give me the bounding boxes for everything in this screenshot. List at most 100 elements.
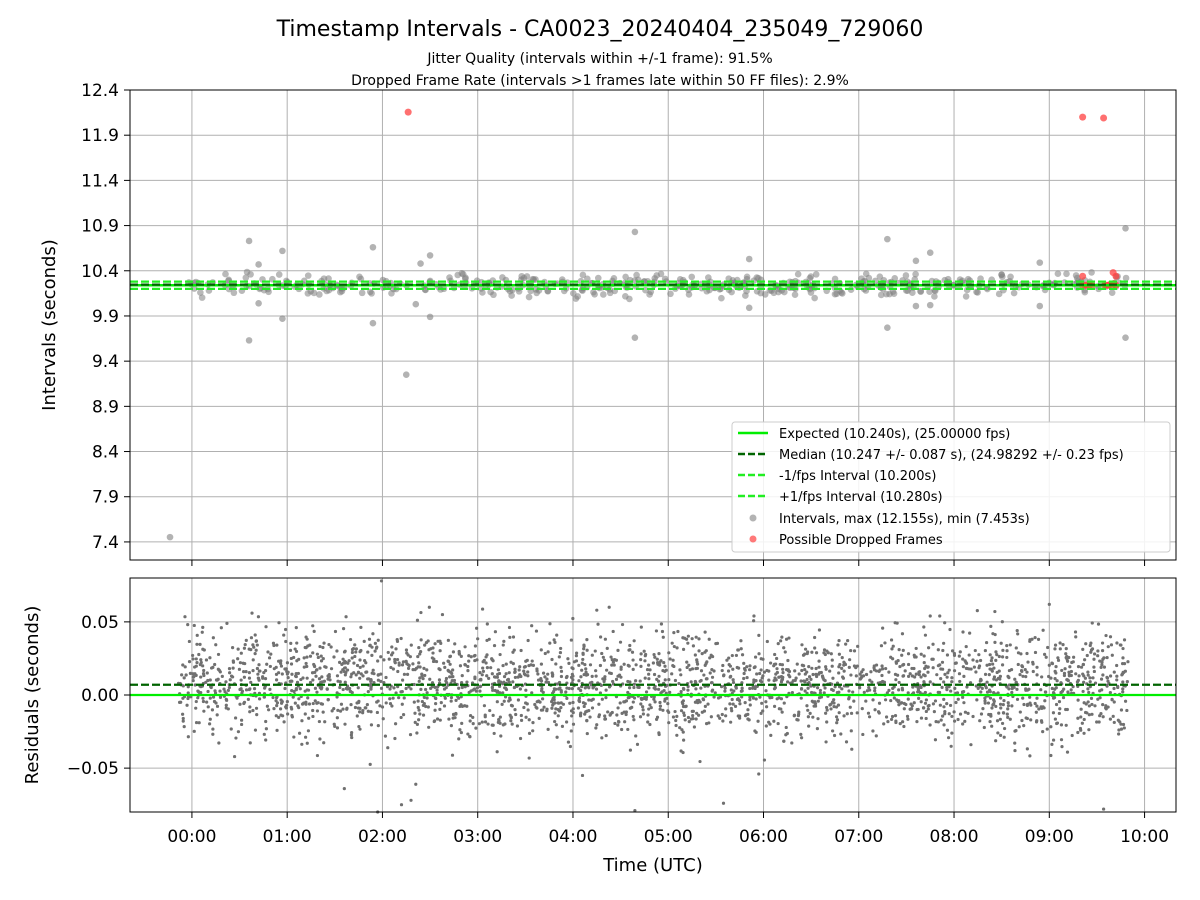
residual-point [898,722,902,726]
residual-point [907,674,911,678]
residual-point [1057,700,1062,704]
residual-point [694,717,698,721]
residual-point [940,714,945,718]
residual-point [667,677,671,682]
residual-point [799,696,803,700]
residual-point [214,701,218,705]
residual-point [531,721,535,725]
residual-point [780,635,784,639]
residual-point [769,733,773,738]
residual-point [435,717,440,721]
residual-point [604,696,608,700]
residual-point [803,689,807,693]
residual-point [504,686,508,690]
residual-point [239,678,243,682]
residual-point [686,715,691,720]
residual-point [498,721,502,725]
residual-point [564,690,568,694]
residual-point [897,648,901,652]
residual-point [315,690,319,694]
residual-point [342,669,347,674]
interval-point [631,228,639,236]
residual-point [550,674,555,678]
residual-point [467,654,471,658]
residual-point [767,678,771,682]
residual-point [1058,647,1062,651]
residual-point [686,641,690,645]
residual-point [450,753,455,757]
residual-point [313,664,317,669]
residual-point [757,633,761,637]
residual-point [491,723,495,727]
residual-point [332,707,336,711]
residual-point [852,699,856,703]
residual-point [556,714,560,718]
residual-point [1064,723,1068,727]
residual-point [748,686,752,691]
residual-point [275,728,279,732]
residual-point [186,623,190,627]
residual-point [320,675,324,679]
residual-point [566,740,571,744]
residual-point [557,655,561,659]
residual-point [1055,679,1059,683]
residual-point [181,719,185,723]
residual-point [1076,730,1080,735]
residual-point [179,700,183,704]
residual-point [1034,710,1038,714]
residual-point [218,689,222,693]
residual-point [972,665,976,669]
residual-point [794,676,798,680]
residual-point [1115,678,1119,682]
residual-point [778,675,783,679]
residual-point [825,649,829,653]
residual-point [652,672,657,677]
residual-point [852,649,857,653]
residual-point [616,719,621,724]
residual-point [740,686,744,690]
residual-point [389,665,393,670]
residual-point [641,712,645,716]
residual-point [343,722,347,726]
residual-point [409,643,413,647]
residual-point [422,695,426,699]
residual-point [879,644,884,648]
residual-point [839,732,843,736]
residual-point [581,701,586,705]
residual-point [1010,685,1015,689]
residual-point [335,726,340,730]
residual-point [928,723,932,727]
residual-point [565,674,569,679]
residual-point [401,660,405,664]
residual-point [449,695,454,700]
residual-point [458,728,462,732]
residual-point [585,719,589,723]
residual-point [994,704,998,709]
residual-point [1086,700,1090,704]
residual-point [305,741,309,745]
interval-point [998,271,1005,278]
residual-point [679,709,684,713]
residual-point [657,652,661,656]
residual-point [548,622,552,626]
interval-point [279,247,286,255]
residual-point [845,712,849,716]
residual-point [202,668,206,673]
residual-point [318,666,322,670]
residual-point [881,626,885,630]
residual-point [867,715,872,719]
residual-point [1069,669,1074,674]
residual-point [663,664,667,668]
residual-point [453,642,457,646]
residual-point [460,680,464,685]
residual-point [901,648,905,652]
residual-point [229,727,233,731]
residual-point [876,710,881,714]
residual-point [545,709,549,713]
residual-point [1106,645,1110,649]
residual-point [335,649,339,653]
residual-point [961,722,965,726]
residual-point [471,688,475,692]
residual-point [330,709,334,713]
residual-point [507,625,512,630]
